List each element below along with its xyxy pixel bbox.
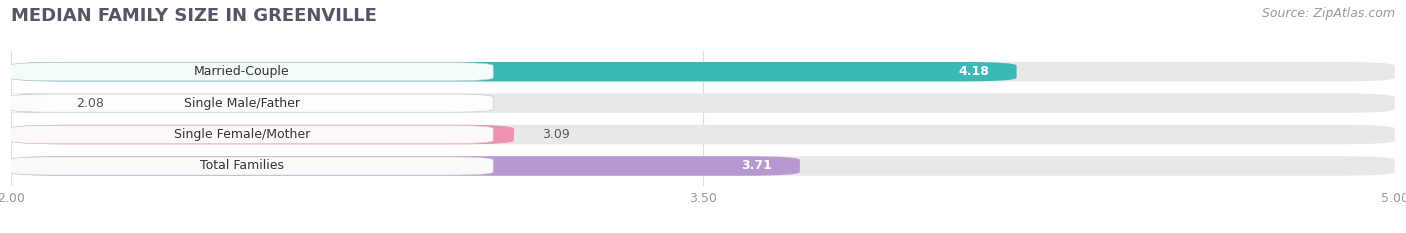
FancyBboxPatch shape (11, 125, 1395, 144)
FancyBboxPatch shape (8, 63, 494, 81)
Text: 3.71: 3.71 (741, 159, 772, 172)
Text: Source: ZipAtlas.com: Source: ZipAtlas.com (1261, 7, 1395, 20)
FancyBboxPatch shape (8, 157, 494, 175)
FancyBboxPatch shape (8, 94, 494, 112)
Text: Married-Couple: Married-Couple (194, 65, 290, 78)
Text: 4.18: 4.18 (957, 65, 988, 78)
Text: Single Female/Mother: Single Female/Mother (174, 128, 309, 141)
Text: Single Male/Father: Single Male/Father (184, 97, 299, 110)
Text: Total Families: Total Families (200, 159, 284, 172)
FancyBboxPatch shape (11, 93, 1395, 113)
FancyBboxPatch shape (11, 156, 800, 176)
FancyBboxPatch shape (11, 156, 1395, 176)
Text: 2.08: 2.08 (76, 97, 104, 110)
Text: MEDIAN FAMILY SIZE IN GREENVILLE: MEDIAN FAMILY SIZE IN GREENVILLE (11, 7, 377, 25)
FancyBboxPatch shape (11, 125, 515, 144)
FancyBboxPatch shape (11, 62, 1395, 81)
FancyBboxPatch shape (11, 62, 1017, 81)
FancyBboxPatch shape (8, 125, 494, 144)
Text: 3.09: 3.09 (541, 128, 569, 141)
FancyBboxPatch shape (0, 93, 66, 113)
